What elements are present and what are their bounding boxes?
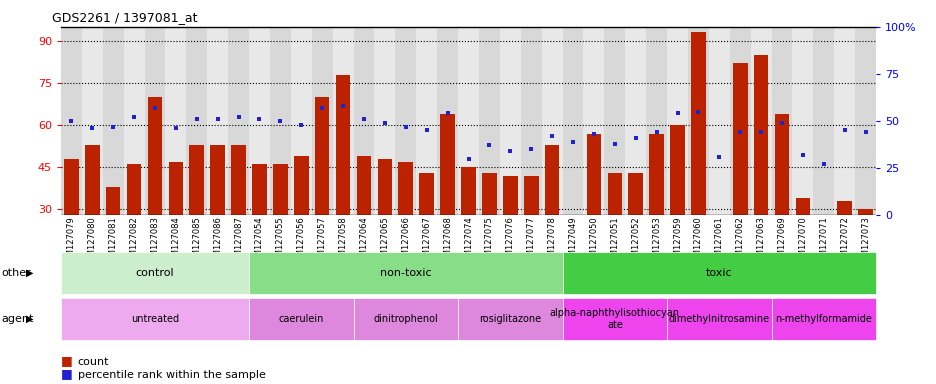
Bar [649,134,664,294]
Bar [792,27,812,215]
Bar [666,27,687,215]
Bar [395,27,416,215]
Bar [624,27,646,215]
Bar [106,187,121,294]
Text: untreated: untreated [131,314,179,324]
Bar [628,173,642,294]
Bar [61,27,81,215]
Bar [732,63,747,294]
Text: caerulein: caerulein [278,314,324,324]
Bar [398,162,413,294]
Bar [503,176,517,294]
Bar [186,27,207,215]
Bar [837,201,851,294]
Bar [523,176,538,294]
Text: count: count [78,357,110,367]
Bar [541,27,562,215]
Bar [377,159,392,294]
Bar [753,55,768,294]
Bar [770,27,792,215]
Bar [357,156,371,294]
Bar [478,27,499,215]
Bar [270,27,290,215]
Bar [126,164,141,294]
Bar [332,27,353,215]
Bar [312,27,332,215]
Bar [252,164,267,294]
Bar [458,27,478,215]
Bar [774,114,788,294]
Bar [210,145,225,294]
Bar [124,27,144,215]
Bar [148,97,162,294]
Text: other: other [2,268,32,278]
Bar [729,27,750,215]
Bar [544,145,559,294]
Text: ▶: ▶ [26,314,34,324]
Text: rosiglitazone: rosiglitazone [478,314,541,324]
Bar [461,167,475,294]
Bar [81,27,103,215]
Text: ■: ■ [61,367,73,380]
Bar [520,27,541,215]
Text: percentile rank within the sample: percentile rank within the sample [78,370,266,380]
Bar [687,27,709,215]
Bar [103,27,124,215]
Bar [607,173,622,294]
Text: alpha-naphthylisothiocyan
ate: alpha-naphthylisothiocyan ate [549,308,680,329]
Bar [314,97,329,294]
Bar [189,145,204,294]
Bar [815,243,830,294]
Bar [440,114,455,294]
Bar [857,209,872,294]
Text: n-methylformamide: n-methylformamide [775,314,871,324]
Bar [795,198,810,294]
Bar [691,33,705,294]
Bar [855,27,875,215]
Text: ▶: ▶ [26,268,34,278]
Bar [290,27,312,215]
Bar [272,164,287,294]
Bar [711,246,725,294]
Bar [565,226,579,294]
Text: control: control [136,268,174,278]
Text: GDS2261 / 1397081_at: GDS2261 / 1397081_at [51,12,197,25]
Bar [227,27,249,215]
Bar [353,27,374,215]
Bar [499,27,520,215]
Bar [144,27,166,215]
Text: non-toxic: non-toxic [380,268,431,278]
Bar [419,173,433,294]
Bar [207,27,227,215]
Bar [669,125,684,294]
Bar [481,173,496,294]
Bar [168,162,183,294]
Bar [166,27,186,215]
Bar [374,27,395,215]
Text: toxic: toxic [705,268,732,278]
Bar [833,27,855,215]
Bar [85,145,99,294]
Bar [586,134,601,294]
Bar [64,159,79,294]
Text: ■: ■ [61,354,73,367]
Bar [335,74,350,294]
Text: dimethylnitrosamine: dimethylnitrosamine [668,314,769,324]
Bar [646,27,666,215]
Bar [812,27,833,215]
Text: agent: agent [2,314,35,324]
Bar [604,27,624,215]
Bar [231,145,245,294]
Bar [583,27,604,215]
Bar [750,27,770,215]
Bar [249,27,270,215]
Bar [437,27,458,215]
Bar [294,156,308,294]
Bar [562,27,583,215]
Bar [416,27,437,215]
Bar [709,27,729,215]
Text: dinitrophenol: dinitrophenol [373,314,438,324]
